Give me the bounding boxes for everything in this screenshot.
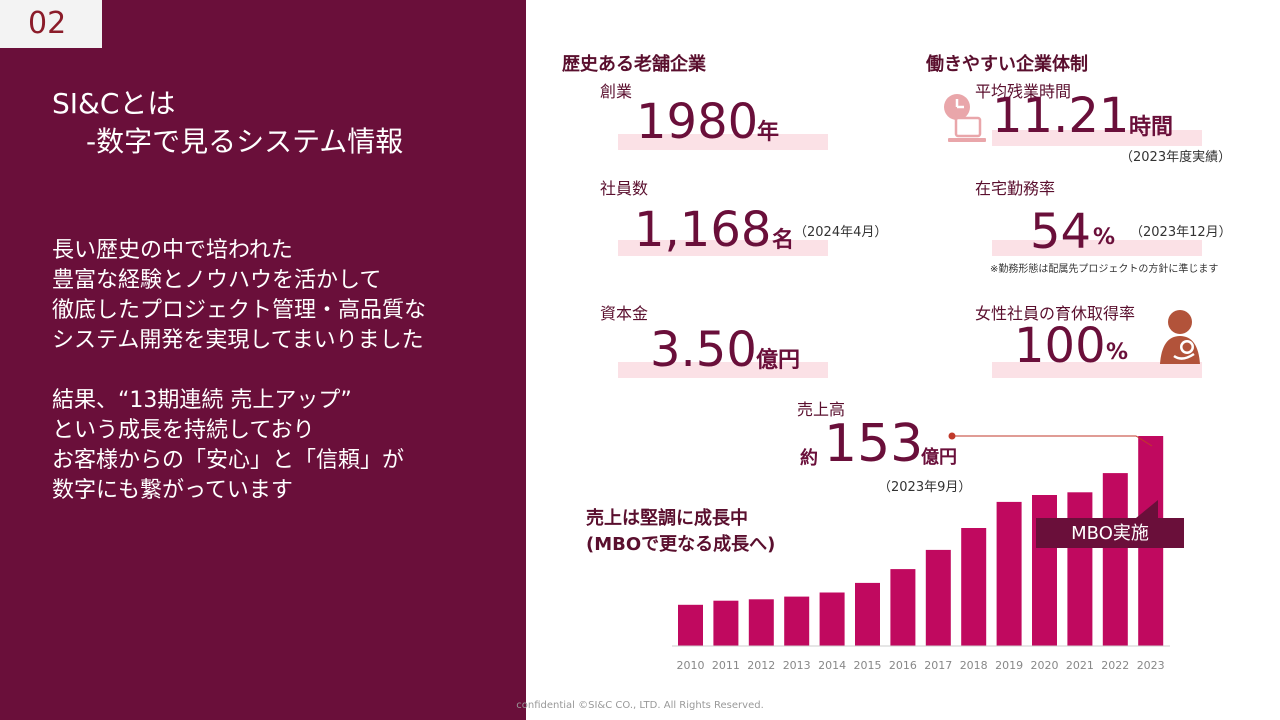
employees-unit: 名	[772, 228, 795, 253]
remote-footnote: ※勤務形態は配属先プロジェクトの方針に準じます	[990, 264, 1219, 275]
page-title: SI&Cとは	[52, 87, 176, 120]
x-tick-label: 2014	[818, 659, 846, 672]
remote-unit: %	[1093, 225, 1116, 250]
bar-2019	[996, 501, 1022, 646]
sales-value: 153	[824, 414, 924, 474]
bar-2022	[1102, 473, 1128, 646]
employees-value: 1,168	[634, 202, 772, 258]
leave-unit: %	[1106, 340, 1129, 365]
body-line: 徹底したプロジェクト管理・高品質な	[52, 298, 427, 323]
capital-unit: 億円	[756, 348, 801, 373]
leave-band	[992, 362, 1202, 378]
body-line: 結果、“13期連続 売上アップ”	[52, 388, 352, 413]
bar-2018	[961, 528, 987, 646]
capital-label: 資本金	[600, 304, 649, 323]
bar-2011	[713, 600, 739, 646]
sales-note: （2023年9月）	[878, 480, 972, 495]
bar-2015	[855, 582, 880, 646]
remote-note: （2023年12月）	[1130, 225, 1232, 240]
remote-band	[992, 240, 1202, 256]
bar-2017	[925, 549, 951, 646]
leave-value: 100	[1014, 318, 1106, 374]
body-paragraph-1: 長い歴史の中で培われた 豊富な経験とノウハウを活かして 徹底したプロジェクト管理…	[52, 236, 426, 356]
bar-2020	[1032, 495, 1057, 646]
bar-2013	[784, 596, 810, 646]
body-line: システム開発を実現してまいりました	[52, 328, 424, 353]
x-tick-label: 2010	[677, 659, 705, 672]
sales-callout-dot	[948, 432, 956, 440]
left-panel	[0, 0, 526, 720]
mbo-flag-tip	[1136, 500, 1158, 518]
clock-laptop-icon	[944, 94, 986, 142]
growth-text-line2: (MBOで更なる成長へ)	[586, 534, 776, 555]
body-line: 数字にも繋がっています	[52, 478, 293, 503]
bar-2021	[1067, 492, 1093, 646]
bar-2012	[748, 599, 774, 646]
mbo-label: MBO実施	[1071, 523, 1149, 544]
x-tick-label: 2018	[960, 659, 988, 672]
x-tick-label: 2015	[854, 659, 882, 672]
founding-label: 創業	[600, 82, 633, 101]
overtime-band	[992, 130, 1202, 146]
mother-child-icon	[1160, 310, 1200, 364]
employees-band	[618, 240, 828, 256]
growth-text-line1: 売上は堅調に成長中	[586, 508, 748, 529]
sales-callout-line	[952, 435, 1153, 447]
page-number: 02	[0, 0, 102, 48]
body-line: という成長を持続しており	[52, 418, 315, 443]
page-subtitle: -数字で見るシステム情報	[86, 125, 404, 158]
body-paragraph-2: 結果、“13期連続 売上アップ” という成長を持続しており お客様からの「安心」…	[52, 386, 404, 506]
sales-unit: 億円	[921, 447, 957, 468]
overtime-unit: 時間	[1129, 115, 1174, 140]
founding-unit: 年	[757, 120, 780, 145]
bar-2016	[890, 569, 916, 646]
founding-value: 1980	[636, 94, 759, 150]
body-line: お客様からの「安心」と「信頼」が	[52, 448, 405, 473]
x-tick-label: 2016	[889, 659, 917, 672]
overtime-label: 平均残業時間	[975, 82, 1072, 101]
capital-band	[618, 362, 828, 378]
x-tick-label: 2017	[924, 659, 952, 672]
employees-label: 社員数	[600, 179, 649, 198]
sales-prefix: 約	[800, 448, 818, 469]
x-tick-label: 2021	[1066, 659, 1094, 672]
overtime-value: 11.21	[992, 88, 1130, 144]
body-line: 長い歴史の中で培われた	[52, 238, 293, 263]
leave-label: 女性社員の育休取得率	[975, 304, 1136, 323]
workstyle-heading: 働きやすい企業体制	[926, 54, 1088, 75]
bar-2014	[819, 592, 845, 646]
footer-copyright: confidential ©SI&C CO., LTD. All Rights …	[516, 700, 764, 711]
sales-label: 売上高	[797, 400, 846, 419]
x-tick-label: 2020	[1031, 659, 1059, 672]
x-tick-label: 2023	[1137, 659, 1165, 672]
x-tick-label: 2011	[712, 659, 740, 672]
capital-value: 3.50	[650, 322, 757, 378]
x-tick-label: 2012	[747, 659, 775, 672]
x-tick-label: 2022	[1101, 659, 1129, 672]
body-line: 豊富な経験とノウハウを活かして	[52, 268, 382, 293]
remote-label: 在宅勤務率	[975, 179, 1056, 198]
remote-value: 54	[1030, 204, 1092, 260]
x-tick-label: 2013	[783, 659, 811, 672]
mbo-label-box	[1036, 518, 1184, 548]
x-tick-label: 2019	[995, 659, 1023, 672]
history-heading: 歴史ある老舗企業	[562, 54, 706, 75]
founding-band	[618, 134, 828, 150]
bar-2010	[678, 604, 703, 646]
overtime-note: （2023年度実績）	[1120, 150, 1232, 165]
employees-note: （2024年4月）	[794, 225, 888, 240]
